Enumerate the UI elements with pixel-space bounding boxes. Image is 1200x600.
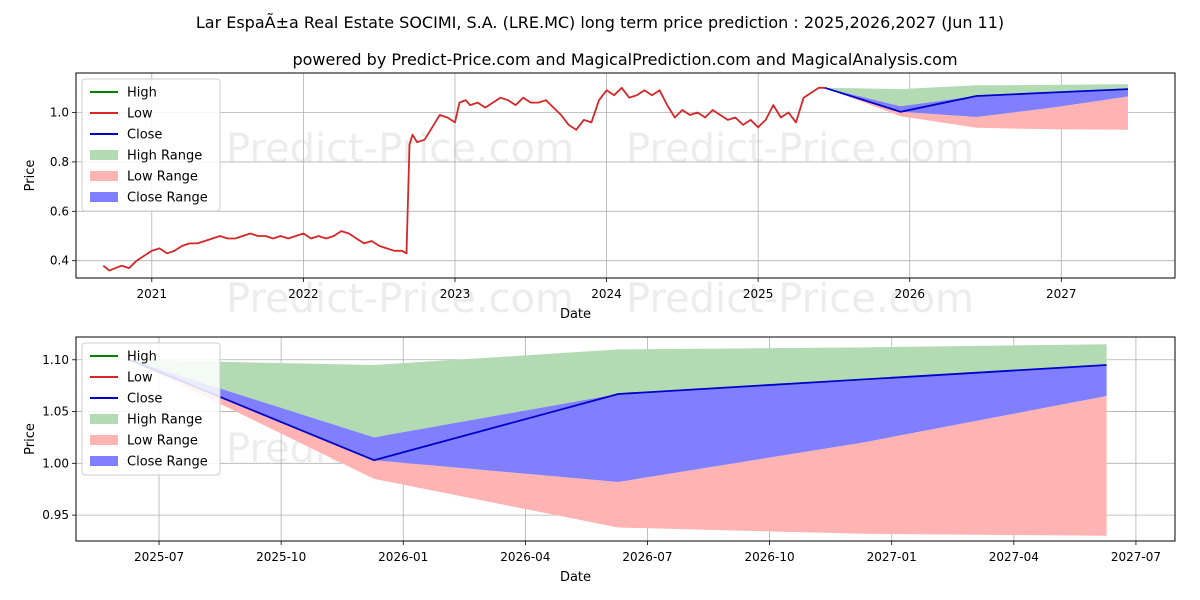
legend-label: Low bbox=[127, 371, 153, 386]
x-tick-label: 2024 bbox=[591, 287, 622, 301]
low-price-series bbox=[102, 86, 825, 272]
legend-label: Close bbox=[127, 392, 162, 407]
x-tick-label: 2026 bbox=[894, 287, 925, 301]
plot-frame bbox=[75, 336, 1176, 542]
x-tick-label: 2021 bbox=[137, 287, 168, 301]
close-range-band bbox=[129, 359, 1107, 482]
watermark-text: Predict-Price.com bbox=[226, 126, 574, 172]
chart-subtitle: powered by Predict-Price.com and Magical… bbox=[292, 50, 957, 69]
legend-swatch-high-range bbox=[90, 414, 118, 424]
watermark-text: Predict-Price.com bbox=[626, 276, 974, 322]
x-tick-label: 2025-10 bbox=[256, 550, 306, 564]
plot-frame bbox=[75, 72, 1176, 279]
watermark-text: Predict-Price.com bbox=[226, 276, 574, 322]
y-tick-label: 0.6 bbox=[50, 204, 69, 218]
x-tick-label: 2026-10 bbox=[745, 550, 795, 564]
legend-label: Low Range bbox=[127, 170, 198, 185]
low-range-band bbox=[824, 87, 1128, 130]
legend-label: Close Range bbox=[127, 191, 208, 206]
legend-swatch-close-range bbox=[90, 192, 118, 202]
legend-label: High bbox=[127, 350, 157, 365]
chart-title: Lar EspaÃ±a Real Estate SOCIMI, S.A. (LR… bbox=[196, 13, 1004, 32]
y-tick-label: 1.10 bbox=[42, 353, 69, 367]
x-tick-label: 2026-01 bbox=[378, 550, 428, 564]
x-tick-label: 2022 bbox=[288, 287, 319, 301]
low-range-band bbox=[129, 359, 1107, 536]
close-range-band bbox=[824, 87, 1128, 117]
legend-label: Close Range bbox=[127, 455, 208, 470]
close-forecast-series bbox=[129, 358, 1107, 462]
legend-label: High bbox=[127, 86, 157, 101]
y-tick-label: 0.4 bbox=[50, 254, 69, 268]
y-tick-label: 1.0 bbox=[50, 106, 69, 120]
x-tick-label: 2027 bbox=[1046, 287, 1077, 301]
legend-swatch-close-range bbox=[90, 456, 118, 466]
bottom-panel: Predict-Price.comPredict-Price.com2025-0… bbox=[23, 336, 1176, 585]
x-tick-label: 2027-04 bbox=[989, 550, 1039, 564]
close-forecast-series bbox=[824, 86, 1129, 113]
watermark-text: Predict-Price.com bbox=[626, 126, 974, 172]
y-tick-label: 1.00 bbox=[42, 456, 69, 470]
legend-label: Low Range bbox=[127, 434, 198, 449]
legend-label: Low bbox=[127, 107, 153, 122]
x-tick-label: 2026-04 bbox=[500, 550, 550, 564]
y-tick-label: 1.05 bbox=[42, 405, 69, 419]
x-tick-label: 2025-07 bbox=[134, 550, 184, 564]
x-axis-label: Date bbox=[560, 570, 591, 585]
legend-swatch-high-range bbox=[90, 150, 118, 160]
x-axis-label: Date bbox=[560, 307, 591, 322]
x-tick-label: 2027-07 bbox=[1111, 550, 1161, 564]
y-tick-label: 0.95 bbox=[42, 508, 69, 522]
legend-label: Close bbox=[127, 128, 162, 143]
x-tick-label: 2027-01 bbox=[867, 550, 917, 564]
x-tick-label: 2026-07 bbox=[622, 550, 672, 564]
legend-label: High Range bbox=[127, 149, 202, 164]
y-axis-label: Price bbox=[23, 160, 38, 192]
x-tick-label: 2025 bbox=[743, 287, 774, 301]
high-range-band bbox=[129, 344, 1107, 438]
y-tick-label: 0.8 bbox=[50, 155, 69, 169]
top-panel: Predict-Price.com Predict-Price.com Predic… bbox=[23, 72, 1176, 322]
legend-swatch-low-range bbox=[90, 171, 118, 181]
x-tick-label: 2023 bbox=[440, 287, 471, 301]
legend-swatch-low-range bbox=[90, 435, 118, 445]
legend-label: High Range bbox=[127, 413, 202, 428]
y-axis-label: Price bbox=[23, 423, 38, 455]
